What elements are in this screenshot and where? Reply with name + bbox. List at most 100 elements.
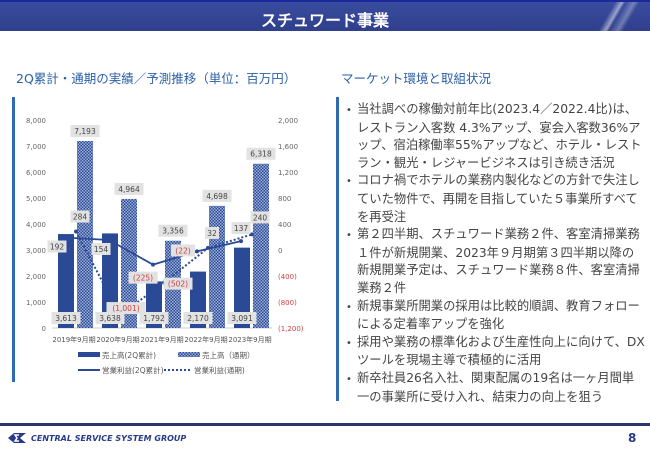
label-sales-2q: 2,170 [187, 314, 209, 323]
label-sales-2q-bg [139, 312, 169, 324]
page-number: 8 [628, 431, 637, 445]
left-axis-tick: 1,000 [26, 299, 46, 307]
company-logo: CENTRAL SERVICE SYSTEM GROUP [6, 432, 186, 444]
left-accent-bar [12, 97, 15, 382]
bar-sales-full [253, 163, 269, 328]
bar-sales-2q [58, 234, 74, 328]
label-op-2q: 137 [234, 224, 249, 233]
bullet-item: 新卒社員26名入社、関東配属の19名は一ヶ月間単一の事業所に受け入れ、結束力の向… [346, 370, 646, 406]
right-axis-tick: 0 [278, 247, 282, 255]
market-section-title: マーケット環境と取組状況 [341, 71, 492, 86]
bar-sales-full [121, 198, 137, 328]
left-axis-tick: 3,000 [26, 247, 46, 255]
market-bullets: 当社調べの稼働対前年比(2023.4／2022.4比)は、レストラン入客数 4.… [346, 101, 646, 406]
label-sales-2q-bg [227, 312, 257, 324]
right-axis-tick: (800) [278, 299, 297, 307]
label-op-full-bg [250, 211, 270, 224]
label-sales-full-bg [158, 224, 188, 237]
bullet-item: コロナ禍でホテルの業務内製化などの方針で失注していた物件で、再開を目指していた５… [346, 172, 646, 226]
label-sales-full-bg [202, 189, 232, 202]
legend-swatch-sales-2q [78, 352, 100, 357]
legend-swatch-sales-full [178, 352, 200, 357]
label-op-full-bg [106, 302, 146, 315]
left-axis-tick: 5,000 [26, 195, 46, 203]
line-op-2q-point [151, 262, 155, 267]
label-op-2q-bg [91, 242, 111, 255]
label-sales-full: 7,193 [74, 127, 96, 136]
label-op-2q-bg [231, 222, 251, 235]
left-axis-tick: 6,000 [26, 169, 46, 177]
label-sales-full-bg [114, 182, 144, 195]
bullet-item: 新規事業所開業の採用は比較的順調、教育フォローによる定着率アップを強化 [346, 298, 646, 334]
label-op-2q: 154 [94, 245, 109, 254]
label-op-2q-bg [128, 271, 158, 284]
x-axis-tick: 2023年9月期 [228, 335, 271, 344]
slide-title: スチュワード事業 [260, 11, 389, 30]
bar-sales-2q [234, 247, 250, 328]
label-op-full-bg [70, 210, 90, 223]
right-axis-tick: 1,200 [278, 169, 298, 177]
bar-sales-full [77, 140, 93, 328]
right-accent-bar [336, 97, 339, 401]
label-sales-full: 4,964 [118, 185, 140, 194]
legend-label-op-full: 営業利益(通期) [194, 365, 245, 375]
label-sales-2q-bg [95, 312, 125, 324]
label-op-full-bg [163, 277, 193, 290]
left-axis-tick: 8,000 [26, 117, 46, 125]
legend-label-op-2q: 営業利益(2Q累計) [102, 365, 164, 375]
bullet-item: 採用や業務の標準化および生産性向上に向けて、DXツールを現場主導で積極的に活用 [346, 334, 646, 370]
label-op-full: (1,001) [112, 304, 139, 313]
label-sales-full: 4,698 [206, 192, 228, 201]
label-op-full-bg [205, 226, 219, 239]
left-axis-tick: 2,000 [26, 273, 46, 281]
label-sales-full: 6,318 [250, 150, 272, 159]
chart-section-title: 2Q累計・通期の実績／予測推移（単位：百万円） [16, 71, 297, 86]
line-op-2q-point [63, 235, 67, 240]
left-axis-tick: 7,000 [26, 143, 46, 151]
logo-text: CENTRAL SERVICE SYSTEM GROUP [31, 433, 187, 443]
footer-divider [0, 423, 650, 426]
line-op-full-point [206, 245, 210, 250]
x-axis-tick: 2022年9月期 [184, 335, 227, 344]
label-op-full: (502) [168, 280, 188, 289]
x-axis-tick: 2019年9月期 [52, 335, 95, 344]
label-op-2q: 192 [50, 243, 65, 252]
label-sales-2q-bg [183, 312, 213, 324]
line-op-2q-point [107, 237, 111, 242]
right-axis-tick: 2,000 [278, 117, 298, 125]
label-op-full: 32 [207, 229, 217, 238]
label-sales-2q: 3,613 [55, 314, 77, 323]
label-op-2q: (225) [133, 274, 153, 283]
legend-label-sales-full: 売上高（通期） [202, 350, 255, 360]
left-axis-tick: 0 [42, 325, 46, 333]
label-sales-2q: 3,091 [231, 314, 253, 323]
line-op-full-point [74, 229, 78, 234]
right-axis-tick: (400) [278, 273, 297, 281]
label-sales-2q: 3,638 [99, 314, 121, 323]
label-op-full: 240 [253, 213, 268, 222]
left-axis-tick: 4,000 [26, 221, 46, 229]
label-sales-full-bg [246, 147, 276, 160]
sales-profit-chart: 0 1,000 2,000 3,000 4,000 5,000 6,000 7,000 8,00… [26, 117, 304, 375]
label-op-2q: (22) [175, 246, 190, 255]
right-axis-tick: 800 [278, 195, 291, 203]
label-sales-full-bg [70, 124, 100, 137]
label-sales-2q: 1,792 [143, 314, 165, 323]
label-sales-2q-bg [51, 312, 81, 324]
logo-mark-icon [8, 433, 26, 443]
line-op-2q-point [239, 239, 243, 244]
line-op-2q-point [195, 249, 199, 254]
right-axis-tick: 1,600 [278, 143, 298, 151]
bullet-item: 当社調べの稼働対前年比(2023.4／2022.4比)は、レストラン入客数 4.… [346, 101, 646, 172]
right-axis-tick: 400 [278, 221, 291, 229]
x-axis-tick: 2021年9月期 [140, 335, 183, 344]
label-op-2q-bg [47, 240, 67, 253]
x-axis-tick: 2020年9月期 [96, 335, 139, 344]
label-sales-full: 3,356 [162, 227, 184, 236]
right-axis-tick: (1,200) [278, 325, 304, 333]
line-op-full-point [250, 232, 254, 237]
header-decoration [580, 2, 650, 33]
label-op-2q-bg [171, 244, 195, 257]
bar-sales-full [209, 205, 225, 328]
label-op-full: 284 [73, 213, 88, 222]
